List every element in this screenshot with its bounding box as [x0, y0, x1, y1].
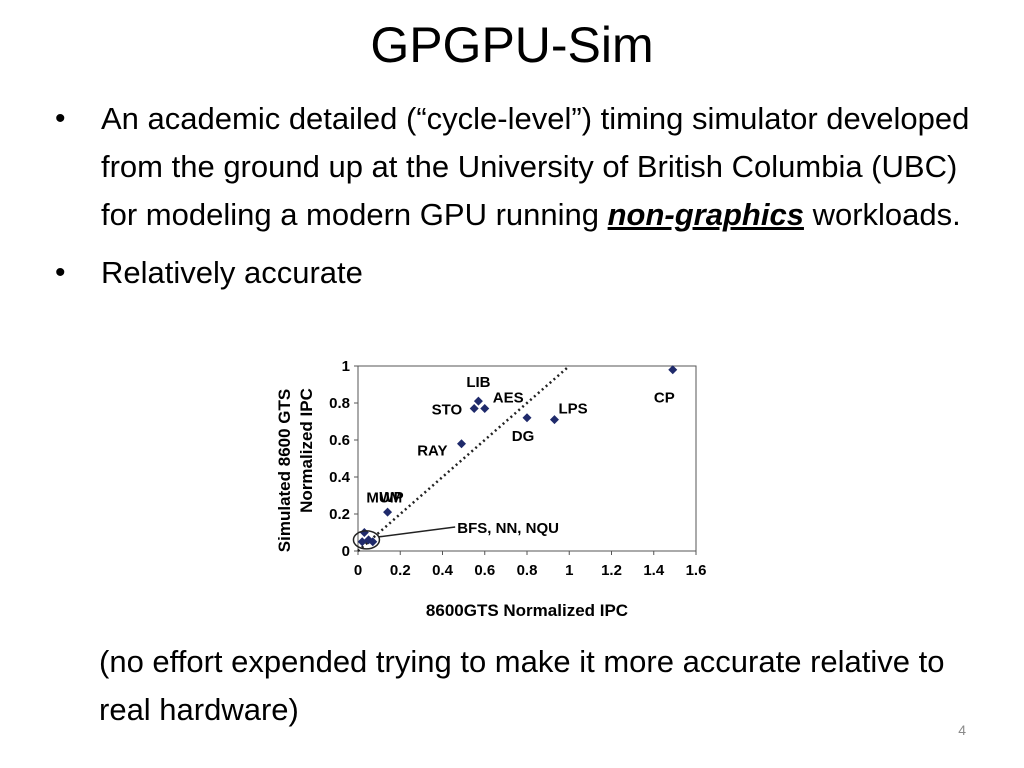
emphasis-text: non-graphics	[607, 197, 804, 232]
bullet-text: Relatively accurate	[101, 255, 363, 290]
annotation-leader-line	[378, 526, 456, 538]
data-point	[364, 535, 374, 545]
x-tick-label: 0.8	[517, 562, 538, 579]
x-tick-label: 1.2	[601, 562, 622, 579]
y-tick-label: 0.2	[329, 506, 350, 523]
y-axis-title: Simulated 8600 GTS	[275, 389, 294, 552]
bullet-item: • An academic detailed (“cycle-level”) t…	[55, 95, 985, 239]
x-tick-label: 0.4	[432, 562, 454, 579]
bullet-list: • An academic detailed (“cycle-level”) t…	[55, 95, 985, 307]
bullet-text: An academic detailed (“cycle-level”) tim…	[101, 95, 985, 239]
data-point	[383, 507, 393, 517]
slide-number: 4	[958, 722, 966, 738]
x-tick-label: 0.6	[474, 562, 495, 579]
x-tick-label: 0.2	[390, 562, 411, 579]
x-tick-label: 1	[565, 562, 573, 579]
data-point	[480, 404, 490, 414]
point-label: DG	[512, 428, 535, 445]
data-point	[469, 404, 479, 414]
point-label: LPS	[558, 401, 587, 418]
point-label: CP	[654, 390, 675, 407]
y-tick-label: 0.4	[329, 469, 351, 486]
data-point	[357, 537, 367, 547]
bullet-text-start: An academic detailed (“cycle-level”) tim…	[101, 101, 970, 232]
x-tick-label: 1.6	[686, 562, 707, 579]
point-label: LIB	[466, 374, 490, 391]
annotation-label: BFS, NN, NQU	[457, 520, 559, 537]
data-point	[522, 413, 532, 423]
scatter-chart: 0 0.2 0.4 0.6 0.8 1 1.2 1.4 1.6 0 0.2 0.4 0.6 0.8 1 CP L…	[275, 358, 707, 620]
data-point	[457, 439, 467, 449]
data-point	[473, 396, 483, 406]
x-tick-label: 1.4	[643, 562, 665, 579]
data-point	[549, 415, 559, 425]
point-label: STO	[432, 402, 463, 419]
data-point	[668, 365, 678, 375]
bullet-icon: •	[55, 102, 66, 135]
point-label: AES	[493, 390, 524, 407]
bullet-text-end: workloads.	[803, 197, 961, 232]
cluster-ellipse	[352, 530, 381, 550]
x-tick-label: 0	[354, 562, 362, 579]
point-label: RAY	[417, 443, 447, 460]
y-tick-label: 0	[342, 543, 350, 560]
bullet-icon: •	[55, 256, 66, 289]
point-label: MUM	[366, 490, 402, 507]
slide-title: GPGPU-Sim	[370, 17, 654, 73]
reference-line	[357, 365, 571, 552]
y-tick-label: 1	[342, 358, 350, 375]
y-axis-title-line-2: Normalized IPC	[297, 388, 316, 513]
x-axis-title: 8600GTS Normalized IPC	[426, 601, 628, 620]
y-tick-label: 0.8	[329, 395, 350, 412]
point-label: WP	[379, 489, 403, 506]
y-tick-label: 0.6	[329, 432, 350, 449]
footnote-text: (no effort expended trying to make it mo…	[99, 644, 945, 727]
data-point	[368, 537, 378, 547]
bullet-item: • Relatively accurate	[55, 249, 985, 297]
plot-area	[357, 365, 697, 552]
